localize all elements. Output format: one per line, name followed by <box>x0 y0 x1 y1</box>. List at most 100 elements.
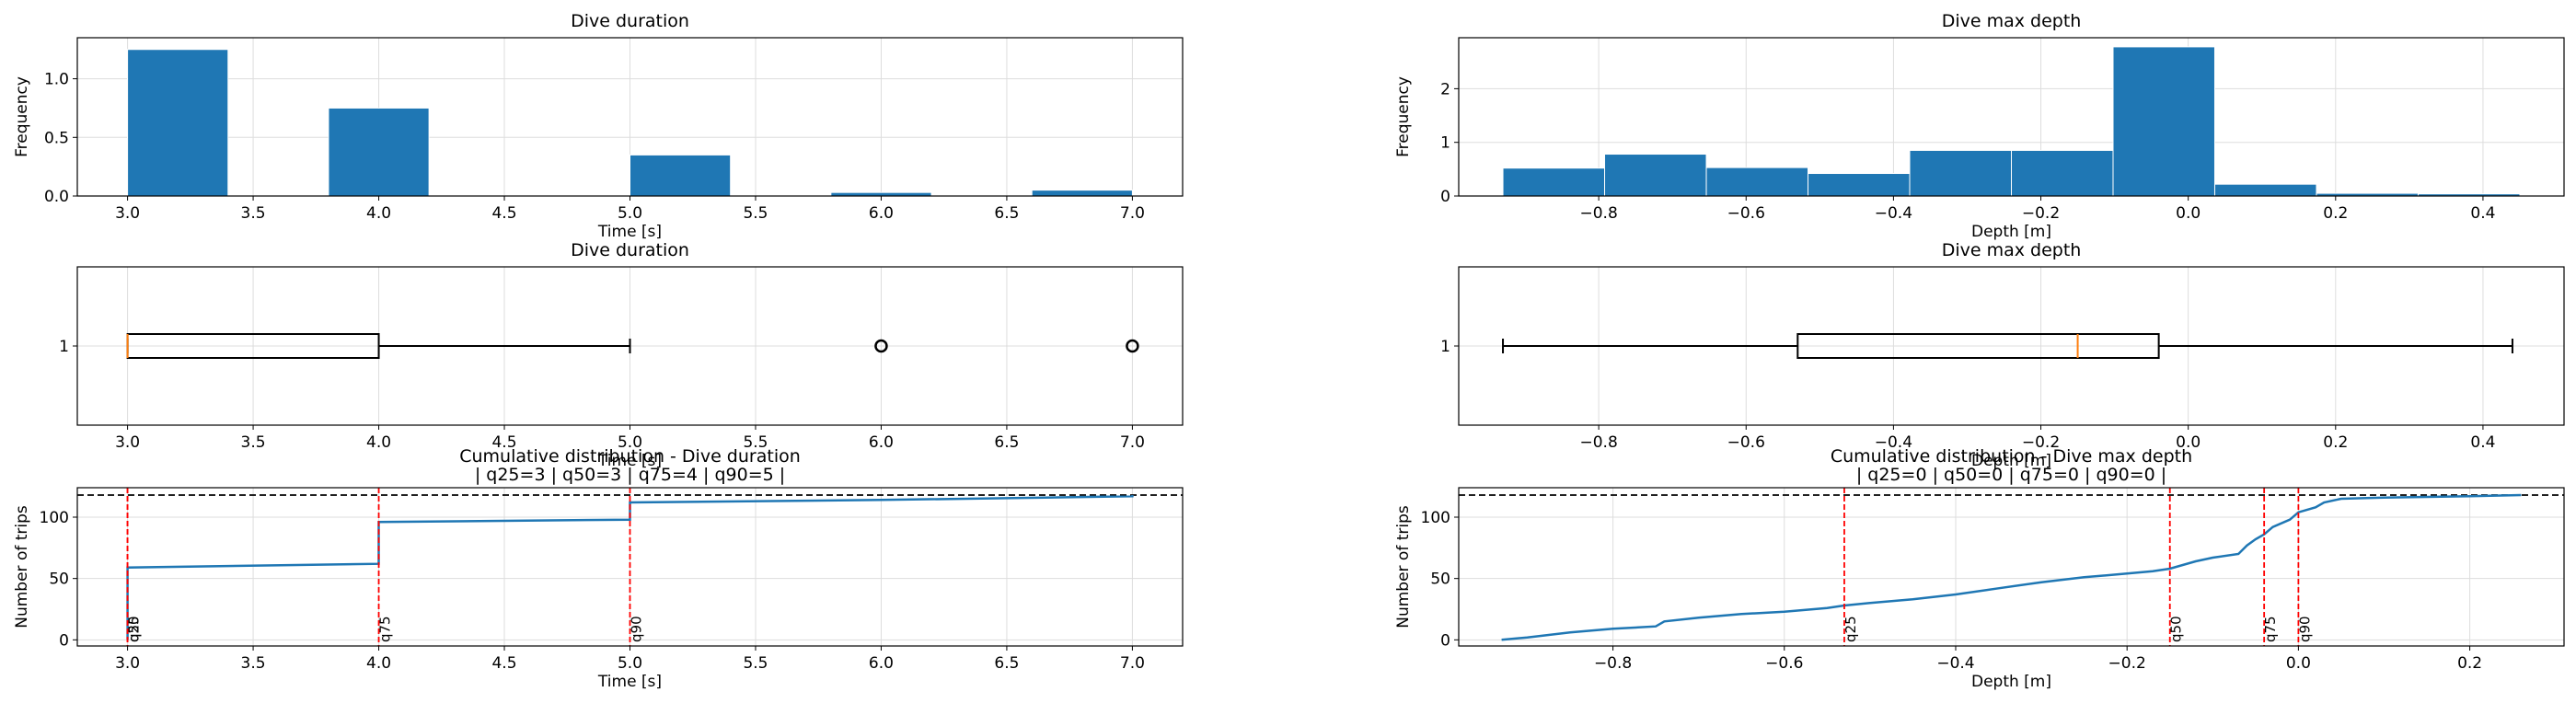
x-tick-label: −0.8 <box>1579 433 1617 452</box>
quantile-label-q50: q50 <box>2168 616 2185 642</box>
panels: 3.0 3.5 4.0 4.5 5.0 5.5 6.0 6.5 7.0 0.0 0.5 1.0 Dive… <box>13 11 2565 691</box>
chart-panel-6: q25 q50 q75 q90 −0.8 −0.6 −0.4 −0.2 0.0 0.2 0 50 100… <box>1394 446 2565 691</box>
x-tick-label: 0.0 <box>2176 433 2201 452</box>
x-tick-label: 3.0 <box>115 204 140 223</box>
x-tick-label: 4.5 <box>491 204 516 223</box>
chart-title: Cumulative distribution - Dive duration <box>459 446 801 467</box>
x-tick-label: 5.5 <box>743 204 768 223</box>
x-tick-label: 3.5 <box>241 654 266 673</box>
y-tick-label: 0 <box>59 631 69 650</box>
y-axis-label: Number of trips <box>13 505 31 629</box>
x-tick-label: 3.0 <box>115 433 140 452</box>
x-tick-label: 6.5 <box>994 204 1019 223</box>
quantile-label-q75: q75 <box>2262 616 2279 642</box>
y-axis-label: Number of trips <box>1394 505 1413 629</box>
histogram-bar <box>1502 167 1606 197</box>
histogram-bar <box>1808 173 1911 197</box>
x-tick-label: 7.0 <box>1120 654 1145 673</box>
chart-title: Dive max depth <box>1942 240 2082 260</box>
y-tick-label: 100 <box>1421 509 1450 527</box>
x-tick-label: 7.0 <box>1120 433 1145 452</box>
histogram-bar <box>1604 154 1707 197</box>
x-tick-label: 7.0 <box>1120 204 1145 223</box>
x-tick-label: 3.5 <box>241 433 266 452</box>
cumulative-line <box>126 495 1134 640</box>
chart-title: Cumulative distribution - Dive max depth <box>1831 446 2192 467</box>
axes-frame <box>1458 487 2565 647</box>
histogram-bar <box>127 49 229 197</box>
x-tick-label: −0.6 <box>1765 654 1803 673</box>
x-axis-label: Time [s] <box>597 673 662 691</box>
outlier-point <box>874 339 888 353</box>
x-tick-label: 4.5 <box>491 433 516 452</box>
chart-panel-4: −0.8 −0.6 −0.4 −0.2 0.0 0.2 0.4 1 Dive max depth… <box>1440 240 2565 470</box>
quantile-label-q50: q50 <box>126 616 143 642</box>
y-tick-label: 1 <box>59 338 69 356</box>
chart-subtitle: | q25=0 | q50=0 | q75=0 | q90=0 | <box>1856 465 2166 485</box>
x-tick-label: 0.0 <box>2286 654 2311 673</box>
x-tick-label: 0.2 <box>2323 204 2348 223</box>
x-tick-label: 3.0 <box>115 654 140 673</box>
chart-panel-3: 3.0 3.5 4.0 4.5 5.0 5.5 6.0 6.5 7.0 1 Dive duratio… <box>59 240 1184 470</box>
y-tick-label: 1.0 <box>44 71 69 89</box>
quantile-label-q25: q25 <box>126 616 143 642</box>
histogram-bar <box>2112 46 2215 197</box>
quantile-label-q25: q25 <box>1842 616 1859 642</box>
x-tick-label: 6.5 <box>994 433 1019 452</box>
axes-frame <box>1458 37 2565 197</box>
histogram-bar <box>2011 149 2114 197</box>
x-tick-label: 6.0 <box>869 654 894 673</box>
x-tick-label: 6.5 <box>994 654 1019 673</box>
x-tick-label: −0.6 <box>1727 204 1765 223</box>
chart-title: Dive duration <box>571 11 689 31</box>
y-tick-label: 50 <box>49 571 69 589</box>
x-tick-label: 4.0 <box>366 654 391 673</box>
x-tick-label: −0.8 <box>1594 654 1632 673</box>
x-tick-label: 4.5 <box>491 654 516 673</box>
histogram-bar <box>1705 167 1809 197</box>
x-tick-label: 6.0 <box>869 204 894 223</box>
chart-title: Dive duration <box>571 240 689 260</box>
y-tick-label: 2 <box>1440 80 1450 98</box>
quantile-label-q90: q90 <box>2296 616 2313 642</box>
quantile-label-q75: q75 <box>377 616 394 642</box>
x-tick-label: −0.6 <box>1727 433 1765 452</box>
x-tick-label: −0.2 <box>2108 654 2146 673</box>
chart-subtitle: | q25=3 | q50=3 | q75=4 | q90=5 | <box>475 465 785 485</box>
histogram-bar <box>1031 190 1133 197</box>
y-tick-label: 50 <box>1430 571 1450 589</box>
y-tick-label: 1 <box>1440 338 1450 356</box>
x-tick-label: 6.0 <box>869 433 894 452</box>
y-tick-label: 0.5 <box>44 129 69 147</box>
x-tick-label: 5.0 <box>618 433 642 452</box>
x-axis-label: Time [s] <box>597 452 662 470</box>
histogram-bar <box>1909 149 2013 197</box>
histogram-bar <box>2213 183 2317 197</box>
y-axis-label: Frequency <box>13 76 31 157</box>
histogram-bar <box>630 154 732 197</box>
x-tick-label: 0.2 <box>2323 433 2348 452</box>
y-tick-label: 1 <box>1440 134 1450 153</box>
x-tick-label: 0.4 <box>2470 433 2495 452</box>
x-tick-label: 3.5 <box>241 204 266 223</box>
quantile-label-q90: q90 <box>629 616 645 642</box>
x-tick-label: −0.4 <box>1875 204 1912 223</box>
x-tick-label: −0.8 <box>1579 204 1617 223</box>
x-axis-label: Time [s] <box>597 223 662 241</box>
y-tick-label: 100 <box>40 509 69 527</box>
chart-panel-1: 3.0 3.5 4.0 4.5 5.0 5.5 6.0 6.5 7.0 0.0 0.5 1.0 Dive… <box>13 11 1184 241</box>
chart-title: Dive max depth <box>1942 11 2082 31</box>
x-tick-label: −0.4 <box>1936 654 1974 673</box>
chart-panel-2: −0.8 −0.6 −0.4 −0.2 0.0 0.2 0.4 0 1 2 Dive max dep… <box>1394 11 2565 241</box>
outlier-point <box>1126 339 1139 353</box>
x-tick-label: −0.4 <box>1875 433 1912 452</box>
y-axis-label: Frequency <box>1394 76 1413 157</box>
y-tick-label: 0 <box>1440 631 1450 650</box>
x-axis-label: Depth [m] <box>1971 673 2051 691</box>
cumulative-line <box>1501 493 2522 641</box>
x-tick-label: −0.2 <box>2022 204 2060 223</box>
box-iqr <box>1796 333 2160 359</box>
histogram-bar <box>328 107 430 197</box>
